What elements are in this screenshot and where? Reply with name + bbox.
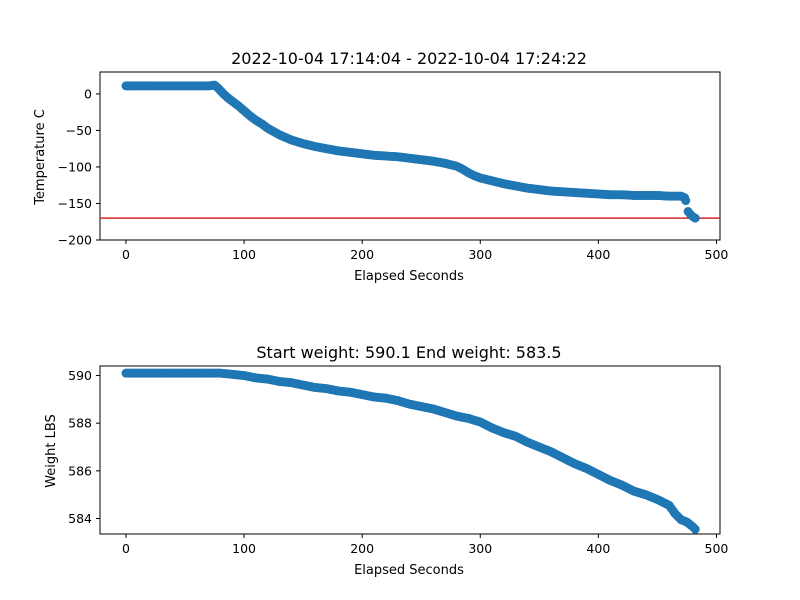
weight-chart-title: Start weight: 590.1 End weight: 583.5 <box>256 343 561 362</box>
weight-x-tick-label: 300 <box>468 541 492 556</box>
temperature-y-tick-label: −50 <box>66 123 92 138</box>
weight-x-tick-label: 0 <box>122 541 130 556</box>
weight-y-tick-label: 584 <box>68 511 92 526</box>
temperature-y-tick-label: −100 <box>58 159 92 174</box>
temperature-axes-frame <box>99 71 721 241</box>
temperature-chart: 2022-10-04 17:14:04 - 2022-10-04 17:24:2… <box>33 49 728 284</box>
temperature-y-axis-label: Temperature C <box>33 109 48 206</box>
temperature-x-tick-label: 0 <box>122 247 130 262</box>
weight-y-tick-label: 588 <box>68 416 92 431</box>
weight-x-tick-label: 400 <box>586 541 610 556</box>
weight-y-tick-label: 590 <box>68 368 92 383</box>
temperature-plot-area: 0 100 200 300 400 500 0 −50 −100 −150 −200 <box>58 71 729 262</box>
weight-data-point <box>690 524 700 534</box>
temperature-x-tick-label: 400 <box>586 247 610 262</box>
temperature-chart-title: 2022-10-04 17:14:04 - 2022-10-04 17:24:2… <box>231 49 587 68</box>
temperature-data-point <box>681 196 691 206</box>
temperature-x-axis-label: Elapsed Seconds <box>354 269 464 284</box>
temperature-x-tick-label: 200 <box>350 247 374 262</box>
weight-x-tick-label: 500 <box>705 541 729 556</box>
temperature-y-tick-label: 0 <box>84 86 92 101</box>
weight-y-tick-label: 586 <box>68 463 92 478</box>
temperature-x-tick-label: 500 <box>705 247 729 262</box>
weight-y-axis-label: Weight LBS <box>44 414 59 488</box>
temperature-x-tick-label: 300 <box>468 247 492 262</box>
weight-x-tick-label: 200 <box>350 541 374 556</box>
weight-x-axis-label: Elapsed Seconds <box>354 563 464 578</box>
weight-axes-frame <box>99 365 721 535</box>
weight-chart: Start weight: 590.1 End weight: 583.5 0 1… <box>44 343 728 578</box>
weight-x-tick-label: 100 <box>232 541 256 556</box>
weight-plot-area: 0 100 200 300 400 500 584 586 588 590 <box>68 365 729 556</box>
temperature-y-tick-label: −150 <box>58 196 92 211</box>
temperature-x-tick-label: 100 <box>232 247 256 262</box>
temperature-y-tick-label: −200 <box>58 233 92 248</box>
temperature-data-point <box>690 213 700 223</box>
